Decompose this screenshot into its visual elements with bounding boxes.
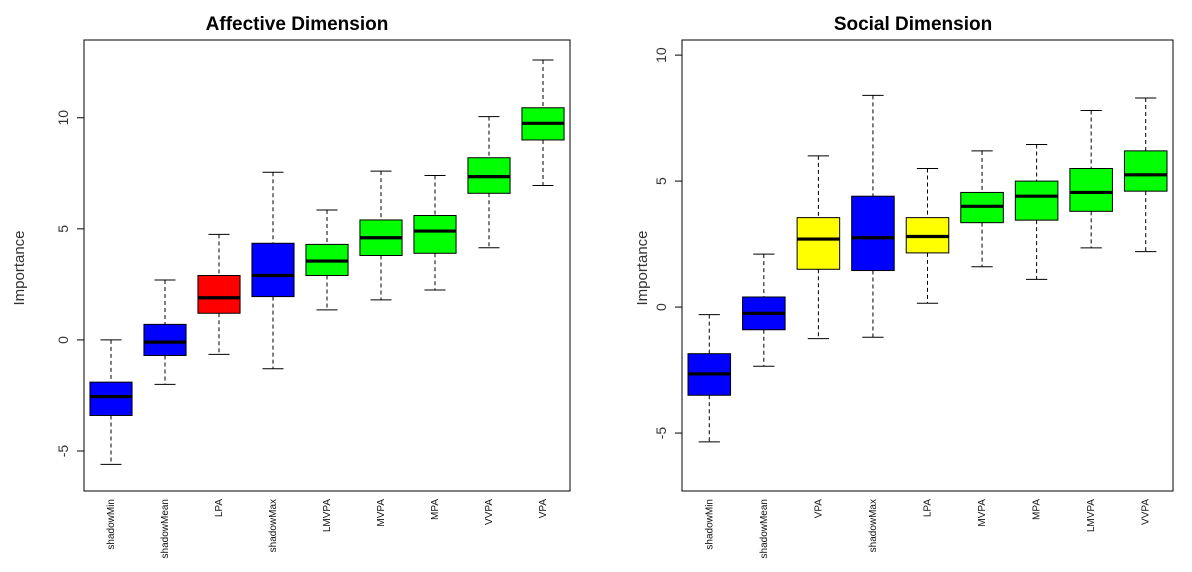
box-body (89, 381, 133, 416)
affective-box-shadowMean (143, 279, 187, 385)
affective-x-tick-label: LPA (214, 499, 225, 517)
social-x-tick-label: shadowMax (868, 499, 879, 552)
affective-chart-title: Affective Dimension (206, 14, 389, 35)
affective-y-tick-label: 5 (55, 225, 71, 233)
box-body (143, 323, 187, 356)
social-y-tick-label: 0 (653, 303, 669, 311)
social-x-tick-label: VPA (813, 499, 824, 519)
social-chart: Social Dimension Importance -5 0 5 10 shadowMi… (634, 14, 1174, 558)
social-chart-title: Social Dimension (834, 14, 992, 35)
affective-box-shadowMax (251, 171, 295, 370)
social-x-tick-label: shadowMean (759, 499, 770, 558)
affective-box-shadowMin (89, 339, 133, 465)
social-y-tick-label: 10 (653, 47, 669, 63)
affective-x-tick-label: MVPA (376, 499, 387, 527)
social-box-shadowMax (851, 94, 895, 338)
box-body (1014, 180, 1059, 221)
box-body (851, 195, 895, 272)
social-y-tick-label: 5 (653, 177, 669, 185)
social-box-LMVPA (1069, 110, 1113, 249)
affective-y-tick-label: -5 (55, 445, 71, 458)
social-x-tick-label: LMVPA (1086, 499, 1097, 532)
affective-x-tick-label: shadowMin (106, 499, 117, 550)
box-body (1123, 150, 1168, 192)
social-x-tick-label: MVPA (977, 499, 988, 527)
social-box-shadowMin (687, 314, 732, 443)
social-x-tick-label: shadowMin (704, 499, 715, 550)
social-y-tick-label: -5 (653, 427, 669, 440)
affective-box-MPA (413, 175, 457, 291)
affective-x-tick-label: VPA (538, 499, 549, 519)
affective-chart: Affective Dimension Importance -5 0 5 10 shado… (11, 14, 571, 558)
affective-y-tick-label: 0 (55, 336, 71, 344)
social-x-tick-label: LPA (923, 499, 934, 517)
box-body (1069, 167, 1113, 212)
social-box-MVPA (960, 150, 1004, 268)
social-box-VVPA (1123, 97, 1168, 253)
affective-box-VVPA (467, 116, 511, 249)
social-x-tick-label: MPA (1032, 499, 1043, 520)
affective-y-tick-label: 10 (55, 110, 71, 126)
affective-x-tick-label: MPA (430, 499, 441, 520)
social-plot-frame (681, 39, 1174, 492)
affective-box-LMVPA (305, 209, 349, 311)
affective-box-LPA (197, 233, 241, 355)
box-body (197, 274, 241, 314)
affective-x-tick-label: LMVPA (322, 499, 333, 532)
affective-box-MVPA (359, 170, 403, 301)
social-x-tick-label: VVPA (1141, 499, 1152, 525)
social-box-shadowMean (742, 253, 786, 367)
box-body (796, 217, 841, 270)
social-box-VPA (796, 155, 841, 340)
box-body (413, 215, 457, 254)
affective-x-tick-label: shadowMean (160, 499, 171, 558)
affective-x-tick-label: shadowMax (268, 499, 279, 552)
box-body (251, 242, 295, 298)
affective-y-axis-label: Importance (11, 230, 28, 305)
social-y-axis-label: Importance (634, 230, 651, 305)
affective-box-VPA (521, 59, 565, 187)
social-box-MPA (1014, 144, 1059, 280)
affective-plot-frame (83, 39, 571, 492)
social-box-LPA (905, 167, 950, 304)
affective-x-tick-label: VVPA (484, 499, 495, 525)
